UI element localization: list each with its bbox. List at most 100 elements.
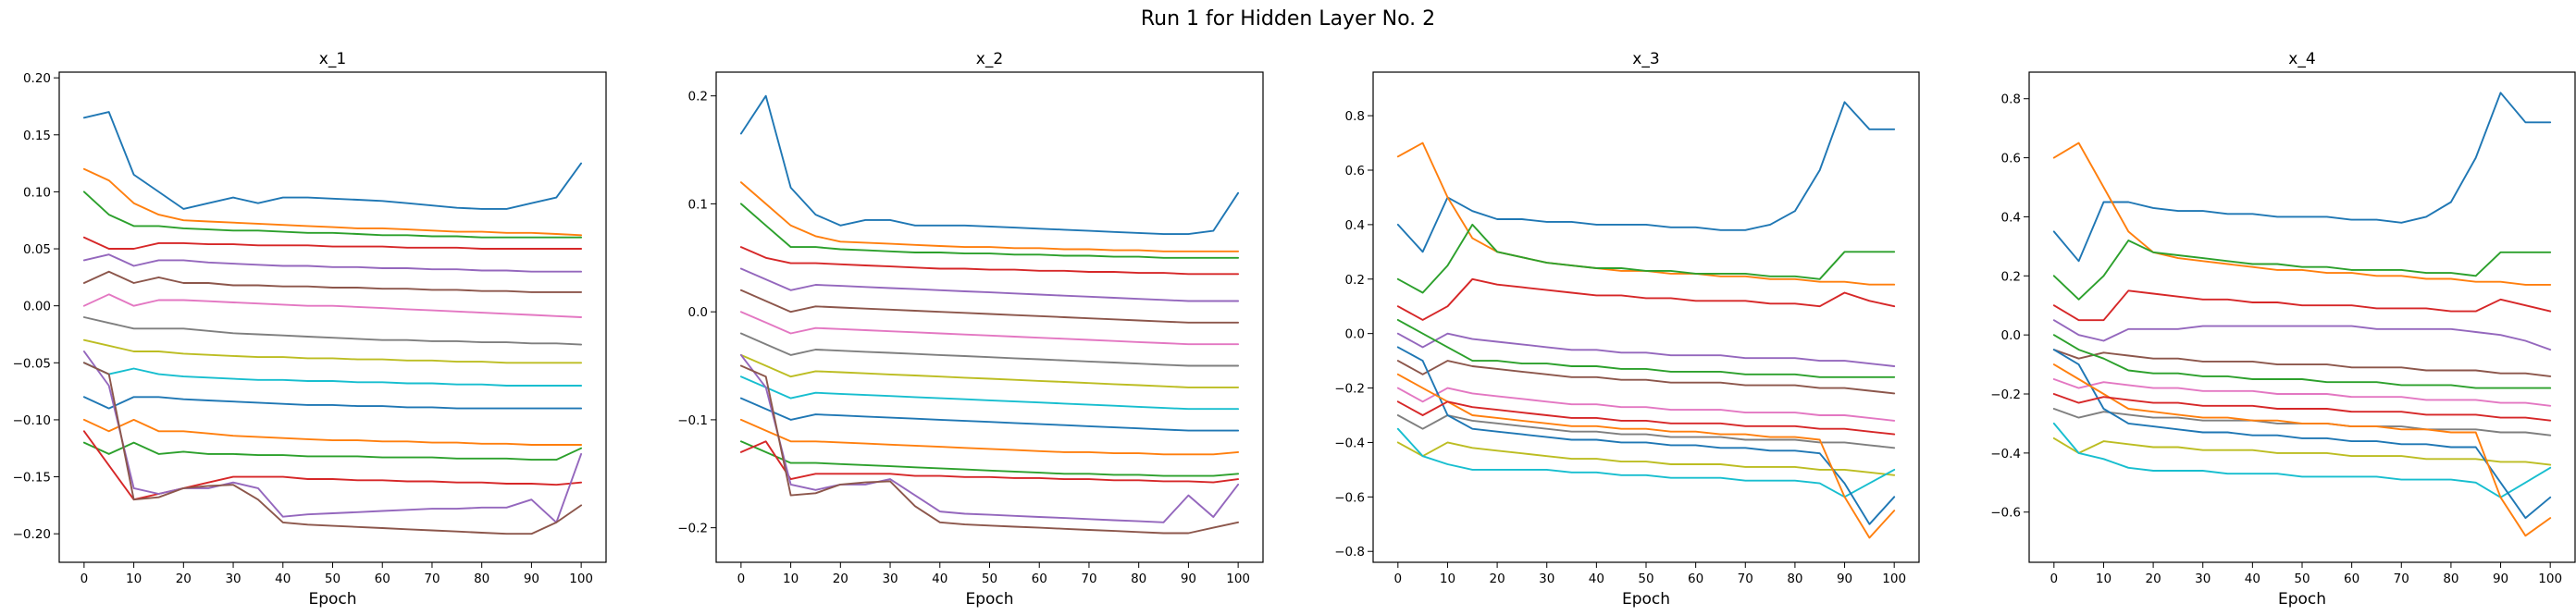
x-tick-label: 30: [882, 572, 898, 586]
series-line-6: [2052, 349, 2552, 377]
series-line-8: [1396, 414, 1896, 449]
y-tick-label: 0.10: [23, 185, 51, 200]
series-line-2: [82, 167, 583, 237]
plot-frame: [1372, 71, 1920, 563]
series-line-4: [2052, 289, 2552, 322]
series-line-1: [2052, 92, 2552, 263]
series-line-5: [2052, 319, 2552, 351]
subplot-x_1: 0 10 20 30 40 50 60 70 80 90 100 −0.20 −0.15 −0.10 −0.…: [13, 50, 607, 609]
x-tick-label: 0: [80, 572, 89, 586]
series-group: [739, 94, 1240, 535]
x-axis-label: Epoch: [965, 590, 1013, 609]
series-line-14: [1396, 400, 1896, 436]
series-line-14: [2052, 393, 2552, 422]
y-tick-label: −0.15: [13, 471, 51, 486]
x-tick-label: 0: [1394, 572, 1403, 586]
series-line-5: [1396, 332, 1896, 367]
x-tick-label: 70: [1081, 572, 1096, 586]
series-line-13: [739, 440, 1240, 477]
x-tick-label: 20: [1489, 572, 1505, 586]
y-tick-label: −0.2: [1334, 382, 1365, 397]
series-line-12: [1396, 373, 1896, 539]
series-line-7: [82, 293, 583, 318]
x-tick-label: 90: [1837, 572, 1852, 586]
x-axis-label: Epoch: [1622, 590, 1670, 609]
x-axis-label: Epoch: [2278, 590, 2326, 609]
y-tick-label: −0.05: [13, 356, 51, 371]
y-tick-label: 0.2: [2001, 269, 2021, 284]
series-line-6: [1396, 360, 1896, 395]
plot-frame: [58, 71, 607, 563]
x-tick-label: 60: [375, 572, 390, 586]
y-tick-label: −0.8: [1334, 545, 1365, 560]
plot-frame: [2028, 71, 2576, 563]
y-tick-label: 0.2: [688, 90, 708, 105]
y-tick-label: −0.2: [677, 522, 708, 536]
series-line-16: [82, 362, 583, 535]
x-tick-label: 50: [2294, 572, 2310, 586]
series-line-4: [1396, 277, 1896, 321]
x-tick-label: 70: [1738, 572, 1753, 586]
series-line-15: [82, 351, 583, 523]
x-tick-label: 100: [569, 572, 593, 586]
y-tick-label: −0.4: [1334, 436, 1365, 450]
x-tick-label: 70: [424, 572, 440, 586]
y-tick-label: 0.4: [2001, 210, 2021, 225]
y-tick-label: 0.05: [23, 242, 51, 257]
x-tick-label: 100: [1882, 572, 1906, 586]
y-tick-label: 0.8: [2001, 92, 2021, 107]
subplot-title: x_1: [319, 50, 346, 68]
series-line-15: [739, 353, 1240, 523]
y-tick-label: −0.10: [13, 413, 51, 428]
plot-frame: [715, 71, 1264, 563]
series-line-7: [1396, 387, 1896, 422]
series-line-5: [82, 253, 583, 273]
y-tick-label: 0.4: [1345, 218, 1365, 233]
x-tick-label: 30: [2195, 572, 2211, 586]
y-tick-label: 0.0: [2001, 328, 2021, 343]
x-tick-label: 80: [474, 572, 489, 586]
x-tick-label: 20: [176, 572, 192, 586]
series-group: [1396, 101, 1896, 539]
x-tick-label: 40: [1589, 572, 1604, 586]
x-tick-label: 90: [524, 572, 539, 586]
series-line-10: [739, 375, 1240, 411]
x-tick-label: 70: [2394, 572, 2409, 586]
series-line-6: [82, 270, 583, 293]
series-line-7: [739, 311, 1240, 346]
x-tick-label: 80: [1131, 572, 1146, 586]
series-line-3: [2052, 240, 2552, 301]
series-line-12: [739, 418, 1240, 456]
series-line-9: [1396, 441, 1896, 476]
x-tick-label: 20: [2145, 572, 2161, 586]
y-tick-label: 0.1: [688, 197, 708, 212]
x-tick-label: 20: [833, 572, 848, 586]
subplot-title: x_3: [1632, 50, 1659, 68]
y-tick-label: 0.15: [23, 129, 51, 143]
x-tick-label: 90: [1181, 572, 1196, 586]
y-tick-label: −0.6: [1334, 490, 1365, 505]
series-line-5: [739, 267, 1240, 302]
series-line-7: [2052, 378, 2552, 407]
series-line-13: [82, 441, 583, 461]
series-line-11: [2052, 349, 2552, 520]
x-tick-label: 80: [1787, 572, 1802, 586]
series-line-8: [739, 332, 1240, 367]
series-line-9: [739, 353, 1240, 388]
subplot-x_4: 0 10 20 30 40 50 60 70 80 90 100 −0.6 −0.4 −0.2 0.0 0.2…: [1990, 50, 2576, 609]
series-line-12: [82, 418, 583, 446]
series-line-8: [82, 316, 583, 346]
x-tick-label: 40: [2245, 572, 2260, 586]
y-tick-label: 0.6: [1345, 164, 1365, 178]
y-tick-label: −0.4: [1990, 447, 2021, 461]
x-tick-label: 40: [275, 572, 291, 586]
series-line-13: [1396, 318, 1896, 378]
x-tick-label: 10: [2096, 572, 2112, 586]
series-line-16: [739, 364, 1240, 535]
subplot-title: x_2: [976, 50, 1003, 68]
series-line-4: [82, 236, 583, 250]
y-tick-label: −0.20: [13, 527, 51, 542]
x-tick-label: 100: [1226, 572, 1250, 586]
x-tick-label: 40: [932, 572, 947, 586]
